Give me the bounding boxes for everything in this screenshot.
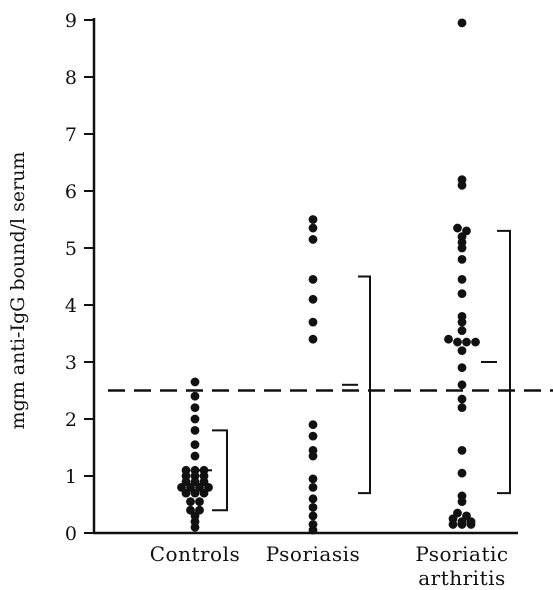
y-tick-label: 8 [65, 67, 77, 89]
data-point [308, 317, 318, 327]
axes: 0 1 2 3 4 5 6 7 8 9 mgm anti-IgG bound/l serum [7, 10, 518, 545]
data-point [190, 391, 200, 401]
data-point [308, 235, 318, 244]
category-label: Psoriasis [266, 542, 361, 566]
y-tick-label: 4 [65, 295, 77, 317]
y-tick-label: 1 [65, 466, 77, 488]
category-label: Psoriatic [415, 542, 508, 566]
data-point [308, 511, 318, 521]
data-point [457, 243, 467, 253]
data-point [457, 346, 467, 355]
data-point [190, 440, 200, 450]
y-tick-label: 5 [65, 238, 77, 260]
data-point [308, 525, 318, 535]
data-point [308, 420, 318, 430]
y-tick-label: 2 [65, 409, 77, 431]
data-point [190, 426, 200, 435]
data-point [308, 451, 318, 461]
data-point [457, 317, 467, 327]
range-bars [197, 229, 511, 512]
data-point [199, 488, 209, 498]
data-point [308, 274, 318, 284]
data-point [190, 377, 200, 387]
data-point [190, 522, 200, 532]
data-point [181, 488, 191, 498]
y-tick-label: 3 [65, 352, 77, 374]
data-point [471, 337, 480, 347]
data-point [457, 363, 467, 373]
data-point [457, 403, 467, 412]
y-tick-label: 6 [65, 181, 77, 203]
data-point [457, 380, 467, 390]
range-bracket [497, 229, 511, 495]
data-point [190, 488, 200, 498]
data-point [457, 255, 467, 264]
data-point [457, 18, 467, 28]
data-point [190, 403, 200, 412]
y-tick-label: 9 [65, 10, 77, 32]
range-bracket [212, 429, 228, 512]
data-point [466, 520, 476, 529]
data-point [308, 483, 318, 492]
data-point [308, 494, 318, 504]
data-point [457, 520, 467, 529]
y-tick-label: 7 [65, 124, 77, 146]
category-label: arthritis [418, 566, 506, 590]
data-point [457, 394, 467, 404]
data-point [308, 334, 318, 344]
data-point [457, 289, 467, 298]
data-point [457, 445, 467, 455]
data-point [457, 326, 467, 336]
data-point [444, 334, 453, 344]
y-axis-title: mgm anti-IgG bound/l serum [7, 152, 29, 430]
data-point [308, 223, 318, 233]
data-point [457, 468, 467, 478]
range-bracket [358, 275, 371, 495]
data-point [453, 337, 462, 347]
data-point [308, 215, 318, 224]
data-point [190, 414, 200, 424]
category-label: Controls [150, 542, 241, 566]
y-tick-label: 0 [65, 523, 77, 545]
data-point [448, 520, 458, 529]
data-point [462, 337, 471, 347]
data-points [177, 18, 480, 535]
data-point [308, 474, 318, 484]
data-point [195, 497, 204, 507]
data-point [308, 502, 318, 512]
data-point [457, 497, 467, 507]
data-point [453, 223, 462, 233]
data-point [190, 451, 200, 461]
data-point [308, 294, 318, 304]
data-point [308, 431, 318, 441]
data-point [457, 274, 467, 284]
data-point [457, 180, 467, 190]
data-point [186, 497, 195, 507]
